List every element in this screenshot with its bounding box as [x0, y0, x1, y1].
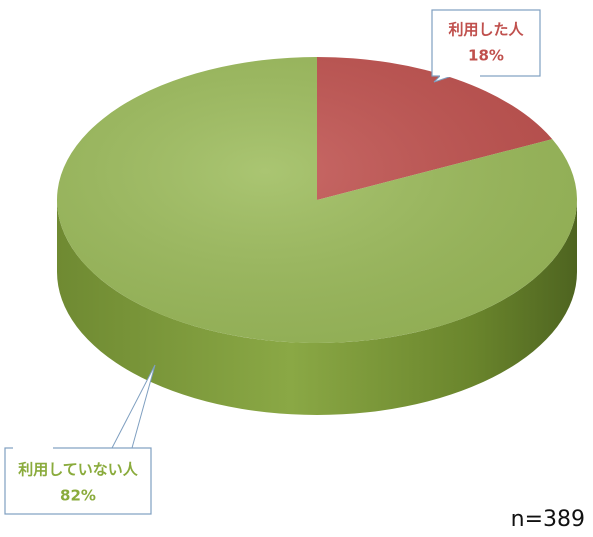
annotation: n=389: [511, 507, 585, 532]
pie-side: [57, 200, 577, 415]
pie: [56, 57, 578, 415]
callout-box: [4, 447, 152, 515]
value-label: 18%: [468, 47, 504, 65]
value-label: 82%: [60, 487, 96, 505]
callout-join: [440, 74, 480, 77]
category-label: 利用していない人: [18, 461, 139, 479]
labels: 利用した人 18% 利用していない人 82%: [4, 9, 541, 515]
category-label: 利用した人: [448, 21, 524, 39]
callout-join: [13, 447, 53, 450]
callout-pointer: [433, 75, 453, 83]
pie-shade: [57, 57, 577, 343]
callout-box: [431, 9, 541, 77]
callout-pointer: [111, 364, 156, 449]
